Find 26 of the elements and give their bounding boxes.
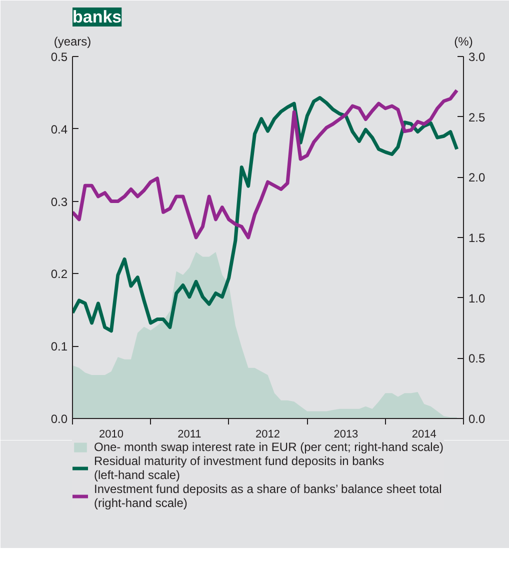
y-axis-title: (years): [54, 34, 92, 48]
y-tick-label: 0.5: [50, 50, 68, 64]
y-tick-label: 0.1: [50, 340, 68, 354]
y2-tick-label: 3.0: [468, 50, 486, 64]
y-tick-label: 0.2: [50, 267, 68, 282]
x-tick-label: 2012: [256, 428, 280, 440]
y2-tick-label: 0.0: [468, 412, 486, 426]
y2-tick-label: 1.5: [468, 231, 486, 245]
y2-tick-label: 2.0: [468, 170, 486, 185]
x-tick-label: 2011: [178, 428, 202, 440]
chart-title: banks: [72, 8, 122, 26]
x-tick-label: 2010: [99, 428, 124, 440]
y2-tick-label: 0.5: [468, 352, 486, 366]
y-tick-label: 0.4: [50, 122, 68, 136]
legend-label: One- month swap interest rate in EUR (per cent; right-hand scale): [94, 440, 444, 454]
line-series: [72, 96, 459, 333]
legend-label: Residual maturity of investment fund deposits in banks (left-hand scale): [94, 454, 384, 482]
y2-tick-label: 2.5: [468, 110, 486, 124]
y-tick-label: 0.3: [50, 194, 68, 209]
y2-axis-title: (%): [454, 34, 473, 48]
legend-label: Investment fund deposits as a share of banks’ balance sheet total (right-hand scale): [94, 482, 442, 510]
x-tick-label: 2013: [334, 428, 358, 440]
line-series: [72, 88, 459, 240]
y2-tick-label: 1.0: [468, 291, 486, 306]
y-tick-label: 0.0: [50, 412, 68, 426]
x-tick-label: 2014: [412, 428, 436, 440]
